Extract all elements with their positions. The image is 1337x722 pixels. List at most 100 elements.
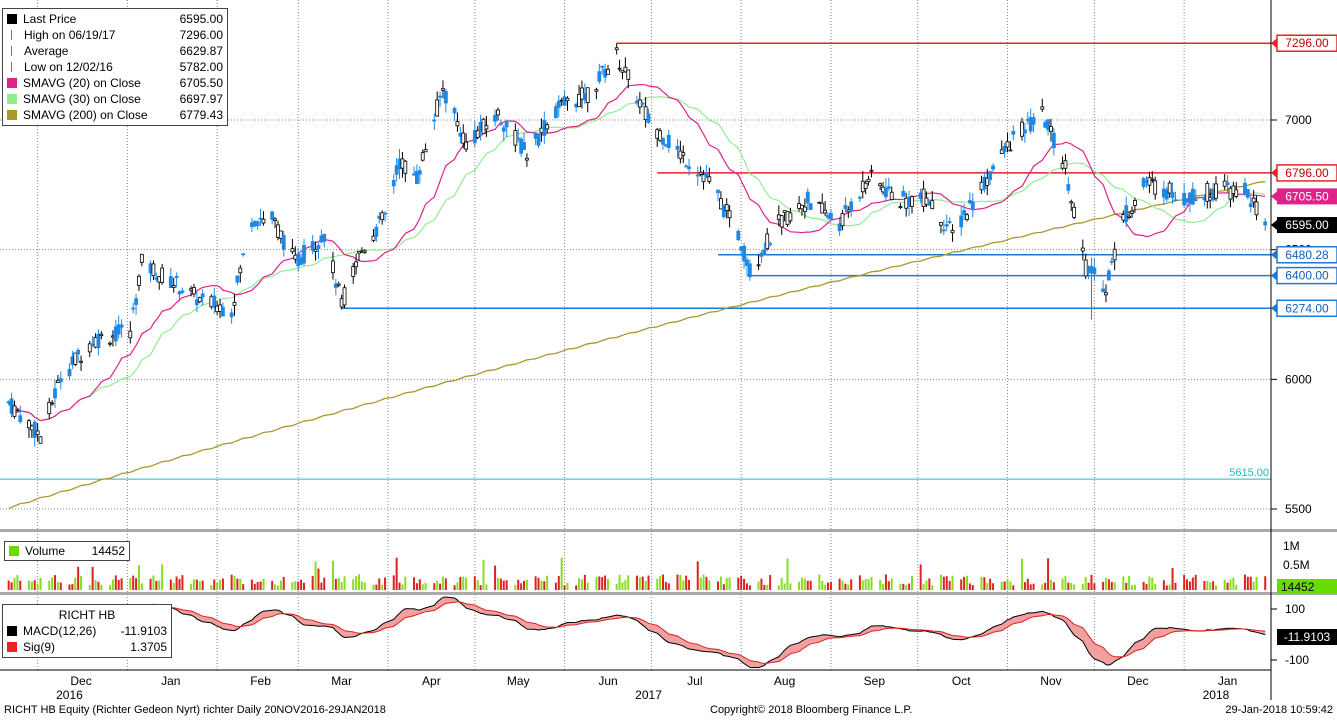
volume-bar [1188, 581, 1191, 590]
candle-body [701, 174, 706, 183]
candle-body [131, 307, 136, 310]
volume-bar [606, 578, 609, 590]
volume-bar [462, 576, 465, 590]
volume-bar [757, 581, 760, 590]
volume-bar [783, 583, 786, 590]
price-tick-label: 5500 [1285, 502, 1312, 516]
sma20-icon [7, 78, 17, 88]
volume-bar [1145, 584, 1148, 590]
volume-bar [818, 574, 821, 590]
volume-bar [1044, 582, 1047, 590]
volume-bar [352, 579, 355, 590]
volume-bar [980, 576, 983, 590]
candle-body [779, 215, 784, 228]
candle-body [716, 189, 720, 194]
candle-body [614, 47, 619, 51]
volume-bar [181, 575, 184, 590]
volume-bar [109, 585, 112, 590]
candle-body [32, 421, 37, 438]
candle-body [1214, 183, 1218, 199]
volume-bar [360, 581, 363, 590]
volume-bar [363, 582, 366, 590]
volume-bar [129, 578, 132, 590]
candle-body [837, 223, 842, 232]
volume-bar [699, 577, 702, 590]
candle-body [1173, 199, 1178, 202]
candle-body [1170, 191, 1175, 198]
volume-bar [236, 578, 239, 590]
volume-bar [992, 583, 995, 590]
price-tag-label: 6595.00 [1285, 218, 1329, 232]
candle-body [889, 191, 894, 201]
panel-separator [0, 529, 1337, 532]
volume-bar [337, 577, 340, 590]
volume-bar [302, 582, 305, 590]
volume-bar [94, 580, 97, 590]
volume-bar [1102, 581, 1105, 590]
volume-bar [372, 584, 375, 590]
volume-bar [850, 579, 853, 590]
month-label: Jul [687, 674, 702, 688]
volume-bar [1252, 581, 1255, 590]
volume-bar [908, 583, 911, 590]
footer-timestamp: 29-Jan-2018 10:59:42 [1225, 704, 1333, 716]
year-label: 2016 [56, 688, 83, 702]
volume-bar [51, 577, 54, 590]
volume-bar [499, 578, 502, 590]
volume-bar [1168, 584, 1171, 590]
sma30-icon [7, 94, 17, 104]
volume-bar [453, 585, 456, 590]
candle-body [331, 260, 335, 274]
volume-bar [80, 576, 83, 590]
volume-bar [766, 584, 769, 590]
macd-fill [8, 597, 1266, 668]
volume-bar [798, 581, 801, 590]
volume-bar [1070, 582, 1073, 590]
month-label: Nov [1040, 674, 1061, 688]
volume-bar [259, 581, 262, 590]
volume-bar [777, 585, 780, 590]
candle-body [553, 106, 558, 119]
volume-bar [444, 578, 447, 590]
candle-body [820, 202, 825, 214]
volume-bar [1113, 582, 1116, 590]
year-label: 2018 [1203, 688, 1230, 702]
candle-body [924, 197, 929, 205]
volume-bar [722, 584, 725, 590]
candle-body [1040, 106, 1045, 110]
candle-body [802, 206, 807, 212]
candle-body [241, 253, 246, 256]
volume-bar [331, 560, 334, 590]
candle-body [742, 245, 746, 262]
volume-bar [343, 576, 346, 590]
volume-bar [864, 579, 867, 590]
volume-bar [780, 578, 783, 590]
candle-body [525, 157, 529, 161]
candle-body [646, 113, 651, 123]
candle-body [910, 196, 914, 207]
volume-bar [1148, 576, 1151, 590]
volume-bar [276, 585, 279, 590]
volume-bar [415, 583, 418, 590]
volume-bar [685, 575, 688, 590]
candle-body [1153, 180, 1158, 195]
volume-bar [517, 579, 520, 590]
volume-bar [789, 583, 792, 590]
volume-bar [465, 577, 468, 590]
candle-body [1248, 203, 1253, 208]
candle-body [1046, 119, 1050, 131]
last-price-icon [7, 14, 17, 24]
volume-bar [890, 578, 893, 590]
volume-bar [1226, 582, 1229, 590]
level-tag-label: 6400.00 [1285, 269, 1329, 283]
volume-bar [682, 580, 685, 590]
volume-bar [334, 578, 337, 590]
volume-bar [1041, 584, 1044, 590]
candle-body [736, 231, 741, 241]
candle-body [432, 119, 437, 122]
volume-bar [135, 578, 138, 590]
volume-bar [395, 557, 398, 590]
volume-bar [986, 582, 989, 590]
volume-bar [59, 582, 62, 590]
candle-body [139, 253, 144, 263]
